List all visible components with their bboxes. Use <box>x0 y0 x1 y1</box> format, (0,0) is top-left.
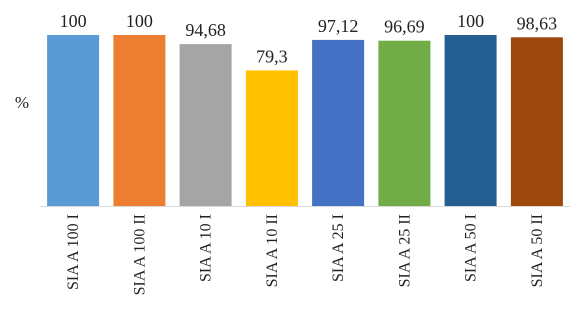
value-label-5: 97,12 <box>318 16 359 36</box>
y-axis-label: % <box>15 93 29 112</box>
bar-6 <box>378 40 431 207</box>
value-label-1: 100 <box>60 11 87 31</box>
x-tick-label-3: SIA A 10 I <box>198 214 215 282</box>
bar-5 <box>312 39 365 207</box>
bars-group <box>47 35 563 207</box>
value-labels-group: 100 100 94,68 79,3 97,12 96,69 100 98,63 <box>60 11 558 66</box>
value-label-2: 100 <box>126 11 153 31</box>
value-label-7: 100 <box>457 11 484 31</box>
x-tick-label-4: SIA A 10 II <box>264 214 281 287</box>
bar-4 <box>245 70 298 207</box>
value-label-8: 98,63 <box>517 13 558 33</box>
bar-3 <box>179 44 232 206</box>
value-label-3: 94,68 <box>185 20 226 40</box>
bar-1 <box>47 35 100 206</box>
x-tick-label-6: SIA A 25 II <box>396 214 413 287</box>
x-tick-label-8: SIA A 50 II <box>529 214 546 287</box>
x-tick-label-2: SIA A 100 II <box>131 214 148 295</box>
bar-2 <box>113 35 166 206</box>
value-label-4: 79,3 <box>256 46 288 66</box>
value-label-6: 96,69 <box>384 17 425 37</box>
bar-7 <box>444 35 497 206</box>
x-tick-label-7: SIA A 50 I <box>463 214 480 282</box>
x-tick-labels-group: SIA A 100 I SIA A 100 II SIA A 10 I SIA A 1… <box>65 214 546 295</box>
x-tick-label-1: SIA A 100 I <box>65 214 82 290</box>
bar-8 <box>510 37 563 206</box>
x-tick-label-5: SIA A 25 I <box>330 214 347 282</box>
